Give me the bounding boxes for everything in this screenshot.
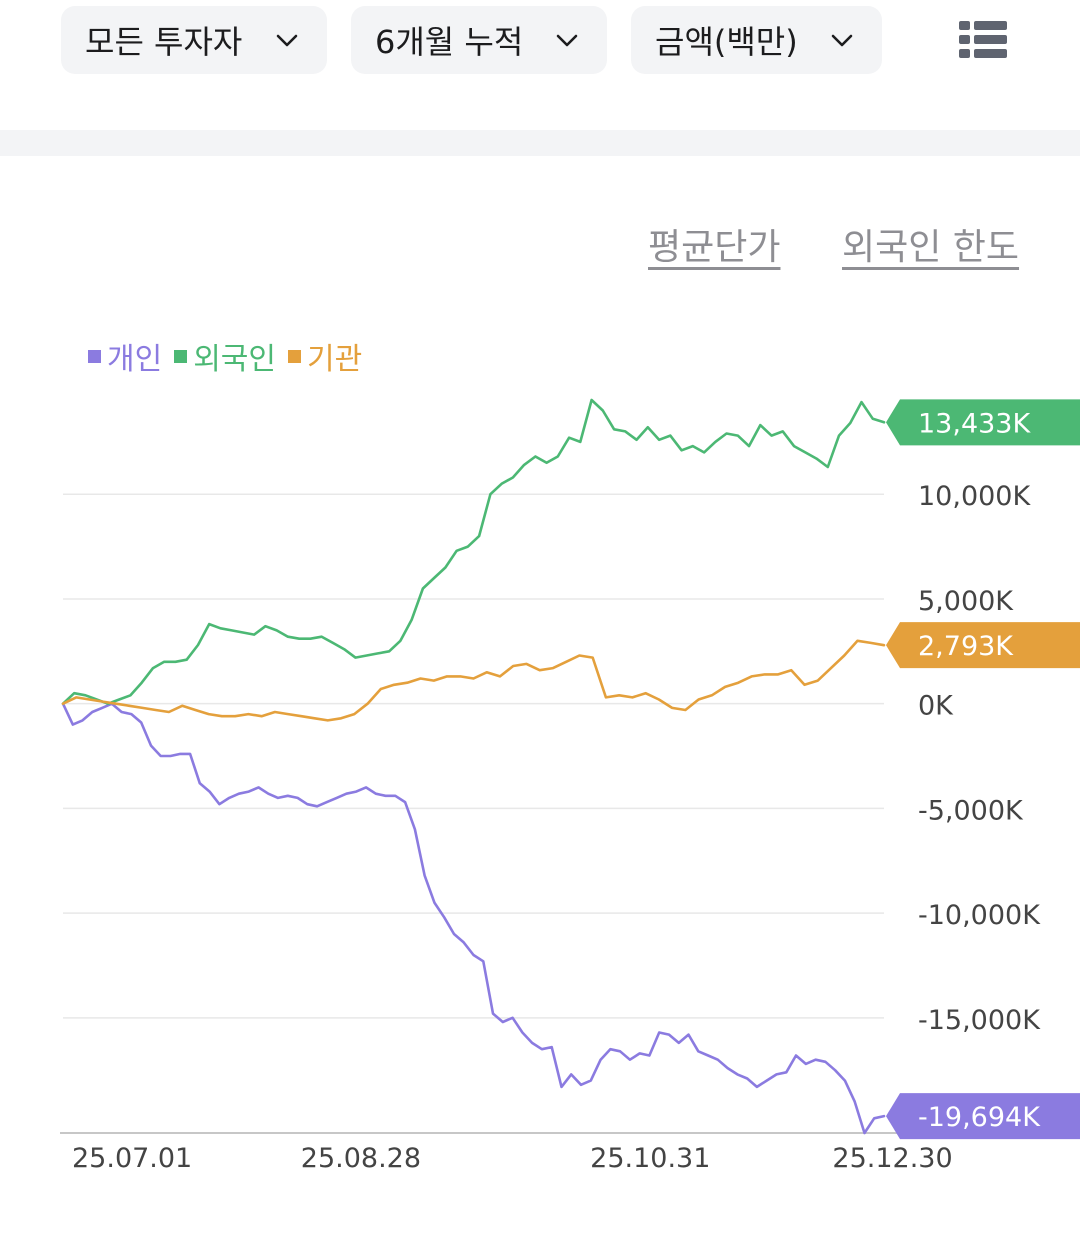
series-line-individual [61, 702, 886, 1135]
legend-label-institution: 기관 [307, 342, 363, 377]
period-dropdown[interactable]: 6개월 누적 [351, 6, 607, 74]
y-tick-label: 10,000K [918, 481, 1031, 512]
unit-dropdown-label: 금액(백만) [655, 23, 798, 61]
series-line-foreign [61, 398, 886, 706]
y-tick-label: -5,000K [918, 795, 1024, 826]
foreign-limit-link[interactable]: 외국인 한도 [842, 227, 1020, 268]
chevron-down-icon [831, 34, 853, 47]
section-divider [0, 130, 1080, 156]
x-tick-label: 25.12.30 [832, 1143, 952, 1174]
investor-flow-chart: 10,000K 5,000K 0K -5,000K -10,000K -15,000K 2… [60, 398, 1080, 1174]
list-icon[interactable] [957, 18, 1009, 62]
series-lines [61, 398, 886, 1135]
legend-item-foreign: 외국인 [174, 334, 276, 378]
y-axis-labels: 10,000K 5,000K 0K -5,000K -10,000K -15,000K [918, 481, 1041, 1036]
investor-dropdown-label: 모든 투자자 [85, 23, 243, 61]
y-tick-label: -10,000K [918, 900, 1041, 931]
grid-lines [60, 493, 1080, 1134]
period-dropdown-label: 6개월 누적 [375, 23, 524, 61]
legend-label-foreign: 외국인 [193, 342, 277, 377]
last-value-badge-foreign [886, 399, 1080, 446]
legend-label-individual: 개인 [107, 342, 163, 377]
x-tick-label: 25.08.28 [301, 1143, 421, 1174]
last-value-label-institution: 2,793K [918, 631, 1014, 662]
x-tick-label: 25.07.01 [72, 1143, 192, 1174]
x-axis-labels: 25.07.01 25.08.28 25.10.31 25.12.30 [72, 1143, 953, 1174]
legend-swatch-foreign [174, 349, 188, 363]
legend-swatch-institution [288, 349, 302, 363]
investor-dropdown[interactable]: 모든 투자자 [61, 6, 327, 74]
legend-item-individual: 개인 [88, 334, 162, 378]
last-value-label-foreign: 13,433K [918, 408, 1031, 439]
x-tick-label: 25.10.31 [590, 1143, 710, 1174]
chart-legend: 개인 외국인 기관 [88, 334, 374, 378]
y-tick-label: 5,000K [918, 586, 1014, 617]
y-tick-label: 0K [918, 691, 954, 722]
legend-item-institution: 기관 [288, 334, 362, 378]
y-tick-label: -15,000K [918, 1005, 1041, 1036]
last-value-badges: -19,694K 13,433K 2,793K [886, 399, 1080, 1140]
filter-bar: 모든 투자자 6개월 누적 금액(백만) [0, 0, 1080, 130]
series-line-institution [61, 639, 886, 722]
unit-dropdown[interactable]: 금액(백만) [631, 6, 882, 74]
chevron-down-icon [276, 34, 298, 47]
avg-price-link[interactable]: 평균단가 [648, 227, 781, 268]
last-value-badge-institution [886, 622, 1080, 669]
chevron-down-icon [556, 34, 578, 47]
last-value-badge-individual [886, 1093, 1080, 1140]
legend-swatch-individual [88, 349, 101, 363]
last-value-label-individual: -19,694K [918, 1102, 1041, 1133]
